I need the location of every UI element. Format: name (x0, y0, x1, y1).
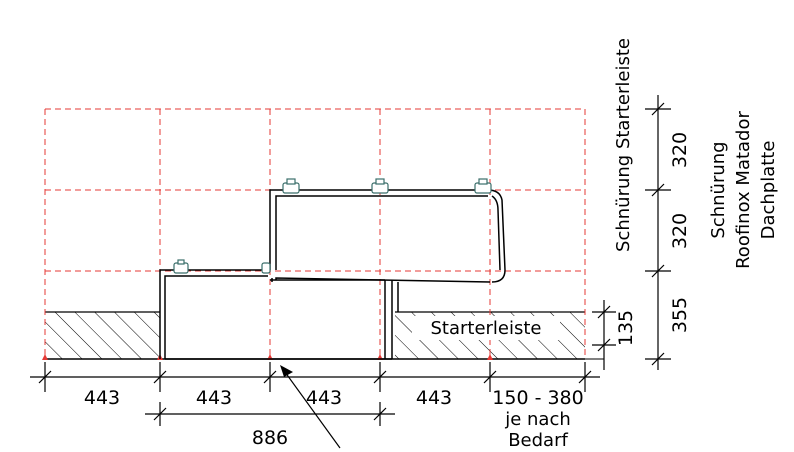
dimension-row-bottom: 355 (669, 297, 691, 333)
clip-lower-right (261, 262, 271, 274)
chalk-line-panel-label-2: Roofinox Matador (733, 111, 754, 269)
dimension-double-spacing: 886 (252, 427, 288, 449)
vertical-dimension-line-main (645, 95, 671, 370)
clip-upper-middle (371, 178, 389, 194)
horizontal-dimension-line (30, 362, 600, 392)
dimension-spacing-1: 443 (84, 387, 120, 409)
lower-panel (159, 269, 399, 360)
as-needed-line-1: je nach (504, 409, 571, 430)
dimension-remainder: 150 - 380 (492, 387, 583, 409)
dimension-starter-height: 135 (615, 310, 637, 346)
vertical-dimension-line-starter (585, 300, 616, 370)
dimension-row-top: 320 (669, 132, 691, 168)
clip-upper-right (474, 178, 492, 194)
double-spacing-dimension-line (145, 402, 395, 426)
panel-clips (173, 178, 492, 274)
upper-panel (269, 189, 506, 283)
pointer-arrow (280, 365, 341, 449)
clip-lower-left (173, 259, 189, 274)
dimension-row-middle: 320 (669, 213, 691, 249)
chalk-line-panel-label-3: Dachplatte (758, 141, 779, 240)
dimension-spacing-4: 443 (416, 387, 452, 409)
dimension-spacing-2: 443 (196, 387, 232, 409)
chalk-line-starter-label: Schnürung Starterleiste (613, 38, 634, 252)
starter-strip-label-box: Starterleiste (412, 316, 560, 340)
as-needed-line-2: Bedarf (508, 430, 568, 451)
starter-strip-label: Starterleiste (430, 318, 541, 339)
dimension-spacing-3: 443 (306, 387, 342, 409)
clip-upper-left (282, 178, 300, 194)
chalk-line-panel-label-1: Schnürung (708, 141, 729, 238)
